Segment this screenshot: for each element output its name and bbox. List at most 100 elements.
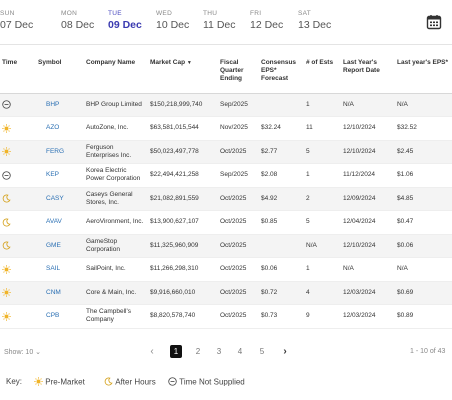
- symbol-link[interactable]: AZO: [46, 124, 60, 132]
- col-header-time[interactable]: Time: [2, 59, 18, 66]
- symbol-link[interactable]: KEP: [46, 171, 60, 179]
- symbol-link[interactable]: CNM: [46, 288, 61, 296]
- time-cell: [0, 281, 36, 305]
- calendar-icon[interactable]: [426, 14, 442, 30]
- day-date: 11 Dec: [203, 19, 236, 31]
- num-ests: 5: [306, 147, 310, 155]
- minus-circle-icon: [168, 377, 177, 387]
- key-after-hours: After Hours: [104, 377, 156, 386]
- company-name: Ferguson Enterprises Inc.: [86, 143, 132, 159]
- num-ests: 1: [306, 171, 310, 179]
- day-tab-thu[interactable]: THU 11 Dec: [203, 10, 236, 32]
- day-selector: SUN 07 Dec MON 08 Dec TUE 09 Dec WED 10 …: [0, 10, 420, 40]
- show-value: 10: [25, 349, 34, 356]
- time-cell: [0, 305, 36, 329]
- market-cap: $63,581,015,544: [150, 124, 199, 132]
- table-row: GME GameStop Corporation $11,325,960,909 Oc…: [0, 234, 452, 258]
- prev-page-button[interactable]: ‹: [150, 346, 154, 357]
- last-report-date: N/A: [343, 100, 354, 108]
- fiscal-quarter: Oct/2025: [220, 218, 247, 226]
- company-name: GameStop Corporation: [86, 237, 120, 253]
- fiscal-quarter: Oct/2025: [220, 288, 247, 296]
- num-ests: 11: [306, 124, 313, 132]
- last-eps: $4.85: [397, 194, 414, 202]
- page-button[interactable]: 3: [216, 347, 222, 356]
- num-ests: 1: [306, 265, 310, 273]
- page-button[interactable]: 4: [237, 347, 243, 356]
- last-report-date: 12/04/2024: [343, 218, 376, 226]
- day-tab-fri[interactable]: FRI 12 Dec: [250, 10, 283, 32]
- col-header-market-cap[interactable]: Market Cap ▼: [148, 56, 218, 93]
- symbol-link[interactable]: GME: [46, 241, 61, 249]
- table-row: CPB The Campbell's Company $8,820,578,740 O…: [0, 305, 452, 329]
- market-cap: $11,266,298,310: [150, 265, 199, 273]
- day-date: 07 Dec: [0, 19, 34, 31]
- last-eps: $32.52: [397, 124, 417, 132]
- day-tab-tue[interactable]: TUE 09 Dec: [108, 10, 142, 32]
- page-button[interactable]: 5: [259, 347, 265, 356]
- company-name: SailPoint, Inc.: [86, 265, 126, 273]
- key-pre-market-label: Pre-Market: [45, 377, 85, 387]
- symbol-link[interactable]: CASY: [46, 194, 64, 202]
- last-eps: $0.89: [397, 312, 414, 320]
- pagination: Show: 10 ⌄ ‹ 1 2 3 4 5 › 1 - 10 of 43: [0, 345, 452, 359]
- page-size-select[interactable]: Show: 10 ⌄: [4, 348, 41, 356]
- col-header-symbol[interactable]: Symbol: [38, 59, 62, 66]
- time-cell: [0, 211, 36, 235]
- table-row: KEP Korea Electric Power Corporation $22,4…: [0, 164, 452, 187]
- last-eps: $0.47: [397, 218, 414, 226]
- col-header-fiscal[interactable]: Fiscal Quarter Ending: [220, 59, 244, 82]
- moon-icon: [2, 218, 11, 227]
- page-button[interactable]: 1: [170, 345, 182, 358]
- consensus-eps: [259, 93, 304, 117]
- table-row: CASY Caseys General Stores, Inc. $21,082,8…: [0, 187, 452, 211]
- table-row: CNM Core & Main, Inc. $9,916,660,010 Oct/20…: [0, 281, 452, 305]
- col-header-ests[interactable]: # of Ests: [306, 59, 334, 66]
- num-ests: 1: [306, 100, 310, 108]
- page-range-text: 1 - 10 of 43: [410, 348, 446, 355]
- day-tab-wed[interactable]: WED 10 Dec: [156, 10, 189, 32]
- day-of-week: SUN: [0, 10, 15, 17]
- day-tab-sat[interactable]: SAT 13 Dec: [298, 10, 331, 32]
- consensus-eps: $2.77: [261, 147, 278, 155]
- time-cell: [0, 93, 36, 117]
- sun-icon: [2, 311, 11, 321]
- symbol-link[interactable]: AVAV: [46, 218, 62, 226]
- num-ests: N/A: [306, 241, 317, 249]
- table-row: FERG Ferguson Enterprises Inc. $50,023,497…: [0, 140, 452, 164]
- day-tab-mon[interactable]: MON 08 Dec: [61, 10, 94, 32]
- symbol-link[interactable]: CPB: [46, 312, 60, 320]
- key-label: Key:: [6, 377, 23, 386]
- sun-icon: [2, 147, 11, 156]
- next-page-button[interactable]: ›: [283, 346, 287, 357]
- symbol-link[interactable]: FERG: [46, 147, 65, 155]
- moon-icon: [2, 241, 11, 250]
- chevron-down-icon: ⌄: [35, 349, 42, 356]
- fiscal-quarter: Oct/2025: [220, 312, 247, 320]
- table-header-row: Time Symbol Company Name Market Cap ▼ Fi…: [0, 56, 452, 93]
- last-eps: $0.69: [397, 288, 414, 296]
- sort-desc-icon: ▼: [186, 60, 192, 66]
- col-header-consensus[interactable]: Consensus EPS* Forecast: [261, 59, 297, 82]
- symbol-link[interactable]: BHP: [46, 100, 60, 108]
- day-date: 12 Dec: [250, 19, 284, 31]
- symbol-link[interactable]: SAIL: [46, 265, 61, 273]
- num-ests: 4: [306, 288, 310, 296]
- col-header-last-report[interactable]: Last Year's Report Date: [343, 59, 380, 74]
- market-cap: $11,325,960,909: [150, 241, 199, 249]
- day-tab-sun[interactable]: SUN 07 Dec: [0, 10, 33, 32]
- last-eps: $1.06: [397, 171, 414, 179]
- page-button[interactable]: 2: [195, 347, 201, 356]
- last-report-date: 12/10/2024: [343, 147, 376, 155]
- day-of-week: MON: [61, 10, 78, 17]
- col-header-company[interactable]: Company Name: [86, 59, 136, 66]
- sun-icon: [2, 123, 11, 133]
- last-eps: $0.06: [397, 241, 414, 249]
- consensus-eps: $0.85: [261, 218, 278, 226]
- col-header-last-eps[interactable]: Last year's EPS*: [397, 59, 449, 66]
- consensus-eps: $4.92: [261, 194, 278, 202]
- moon-icon: [2, 194, 11, 203]
- market-cap: $8,820,578,740: [150, 312, 196, 320]
- day-of-week: WED: [156, 10, 173, 17]
- day-date: 13 Dec: [298, 19, 332, 31]
